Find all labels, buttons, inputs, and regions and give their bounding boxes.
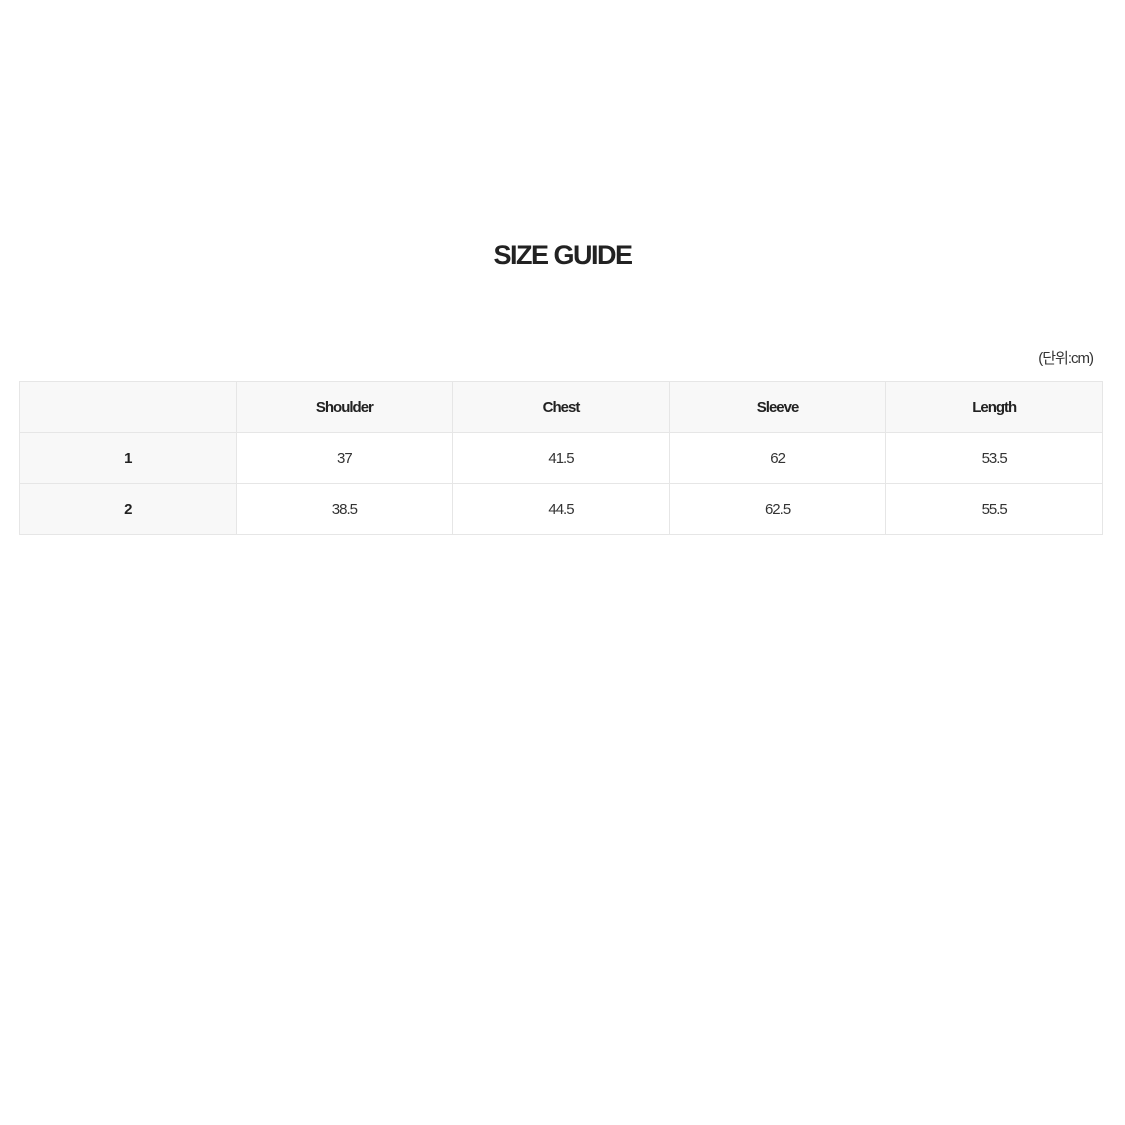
table-cell: 44.5 [452,483,670,535]
header-cell [19,381,237,433]
header-shoulder: Shoulder [235,381,454,433]
size-table: Shoulder Chest Sleeve Length 1 37 41.5 6… [19,381,1103,535]
table-row: 2 38.5 44.5 62.5 55.5 [19,483,1103,535]
unit-note: (단위:cm) [1038,350,1094,367]
table-cell: 55.5 [885,483,1103,535]
table-cell: 62.5 [668,483,887,535]
header-length: Length [885,381,1103,433]
table-cell: 53.5 [885,432,1103,484]
table-row: 1 37 41.5 62 53.5 [19,432,1103,484]
table-header-row: Shoulder Chest Sleeve Length [19,381,1103,433]
size-label: 2 [19,483,237,535]
header-sleeve: Sleeve [668,381,887,433]
size-label: 1 [19,432,237,484]
header-chest: Chest [452,381,670,433]
table-cell: 62 [668,432,887,484]
table-cell: 38.5 [235,483,454,535]
table-cell: 41.5 [452,432,670,484]
table-cell: 37 [235,432,454,484]
page-title: SIZE GUIDE [493,240,633,270]
